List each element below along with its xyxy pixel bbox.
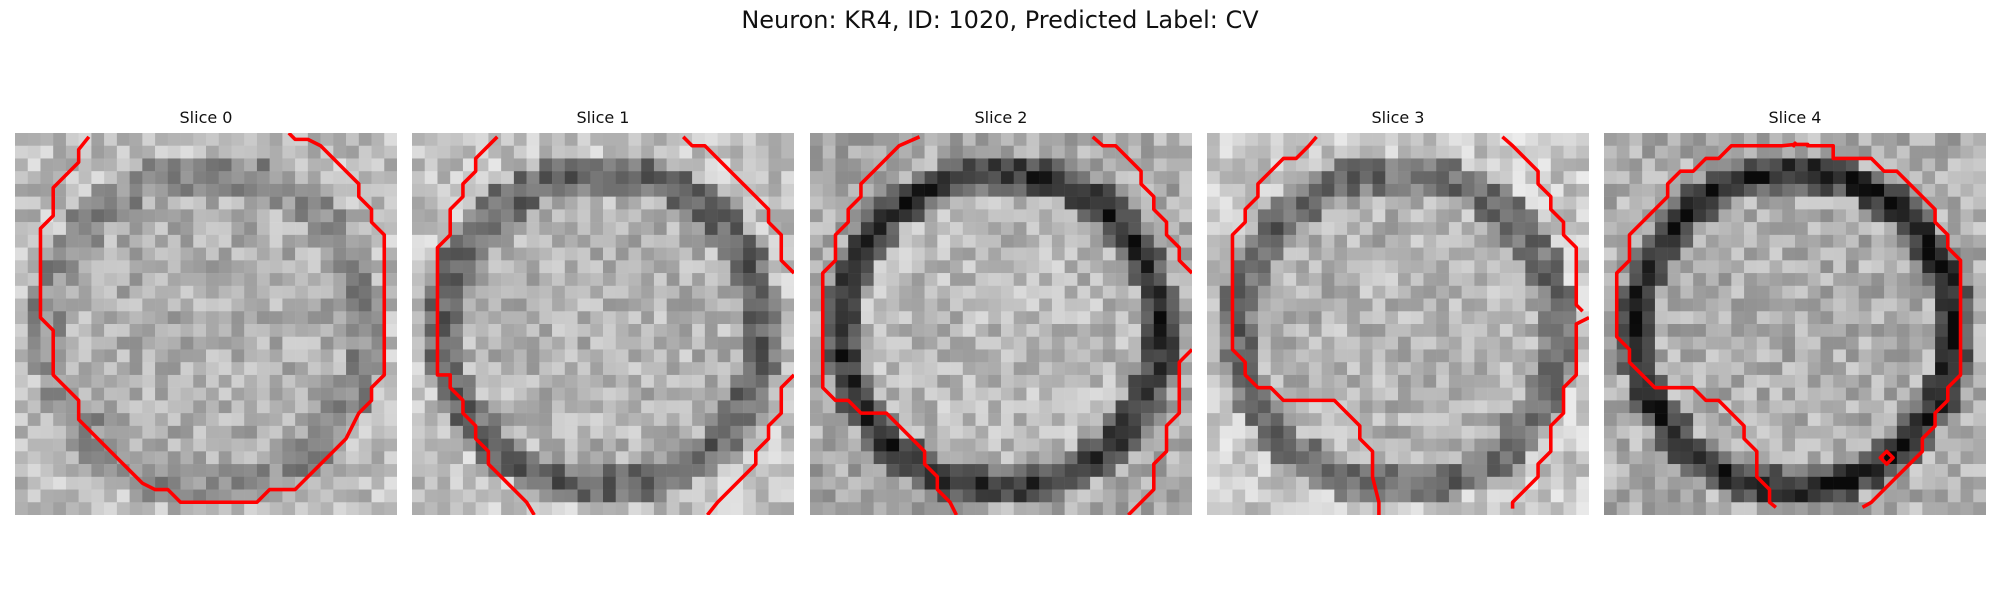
slice-3-pixel-grid xyxy=(1207,133,1589,515)
slice-4-image xyxy=(1604,133,1986,515)
slice-0-pixel-grid xyxy=(15,133,397,515)
slice-0-contour-main xyxy=(38,133,387,505)
panel-title-slice-3: Slice 3 xyxy=(1371,108,1425,127)
slice-2-contour-right xyxy=(1091,135,1192,275)
panel-title-slice-0: Slice 0 xyxy=(179,108,233,127)
slice-1-contour-right xyxy=(681,135,794,275)
slice-1-image xyxy=(412,133,794,515)
slice-3-contour-right xyxy=(1501,135,1584,313)
slice-1-contour-lower-right xyxy=(706,373,794,515)
slice-2-contour xyxy=(820,135,1192,515)
slice-2-contour-lower-right xyxy=(1127,348,1192,515)
figure-title: Neuron: KR4, ID: 1020, Predicted Label: … xyxy=(741,6,1259,34)
slice-1-contour xyxy=(435,135,794,515)
slice-0-image xyxy=(15,133,397,515)
panel-title-slice-2: Slice 2 xyxy=(974,108,1028,127)
slice-0-contour xyxy=(38,133,387,505)
slice-2-pixel-grid xyxy=(810,133,1192,515)
slice-3-image xyxy=(1207,133,1589,515)
slice-4-contour-main xyxy=(1614,141,1797,509)
slice-2-contour-left xyxy=(820,135,959,515)
slice-3-contour-left xyxy=(1230,135,1381,515)
slice-4-contour-top-right xyxy=(1793,142,1963,509)
slice-4-contour-small-loop xyxy=(1878,449,1895,466)
slice-4-pixel-grid xyxy=(1604,133,1986,515)
slice-1-contour-left xyxy=(435,135,536,515)
slice-3-contour-lower-right xyxy=(1510,316,1589,509)
slice-2-image xyxy=(810,133,1192,515)
panel-title-slice-1: Slice 1 xyxy=(576,108,630,127)
slice-1-pixel-grid xyxy=(412,133,794,515)
slice-3-contour xyxy=(1230,135,1589,515)
panel-title-slice-4: Slice 4 xyxy=(1768,108,1822,127)
slice-4-contour xyxy=(1614,141,1963,509)
